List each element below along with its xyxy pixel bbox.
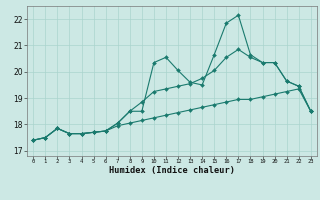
X-axis label: Humidex (Indice chaleur): Humidex (Indice chaleur) <box>109 166 235 175</box>
